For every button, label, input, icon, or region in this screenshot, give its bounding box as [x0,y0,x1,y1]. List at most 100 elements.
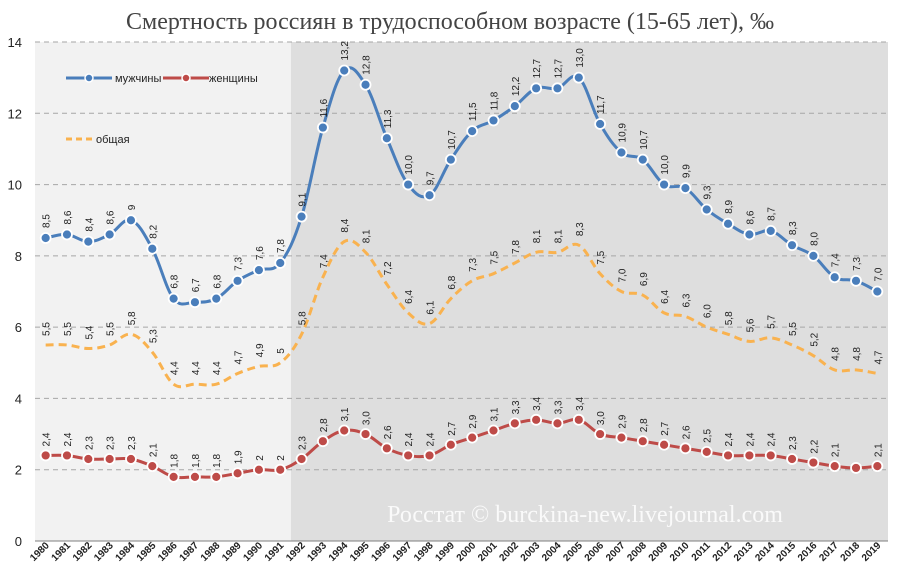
data-point-men [167,292,180,305]
series-line-total [45,238,878,389]
data-point-men [850,274,862,287]
data-point-men [39,232,52,244]
y-tick-label: 6 [15,320,22,335]
data-label-total: 7,8 [511,240,522,254]
data-point-women [444,438,457,451]
data-label-men: 11,7 [596,95,607,114]
data-label-men: 10,0 [660,155,671,175]
data-point-men [444,153,457,166]
data-point-women [146,460,159,473]
data-label-women: 3,1 [489,407,500,421]
data-label-men: 6,8 [170,274,181,288]
data-point-women [530,413,543,426]
data-point-men [764,225,777,237]
data-label-women: 2,7 [447,421,458,435]
data-point-women [61,449,73,462]
data-label-women: 2,4 [426,432,437,446]
data-label-total: 5,5 [106,322,117,336]
data-label-total: 5,4 [84,325,95,339]
data-point-men [487,114,500,127]
data-label-men: 8,4 [84,217,95,231]
data-point-men [530,82,543,95]
data-label-women: 3,1 [340,407,351,421]
data-point-women [423,449,436,462]
data-point-men [189,296,201,309]
data-label-total: 5,8 [127,311,138,325]
data-label-men: 9,3 [703,185,714,199]
data-point-women [466,431,479,444]
legend-marker-men [84,73,94,83]
data-label-total: 5,5 [788,322,799,336]
data-point-women [274,463,287,476]
data-label-women: 2,3 [127,436,138,450]
data-point-men [700,203,713,216]
plot-area-post-1992 [290,42,888,541]
data-label-total: 8,1 [532,229,543,243]
data-label-total: 8,1 [553,229,564,243]
data-label-women: 2,5 [703,429,714,443]
data-point-women [743,449,756,462]
legend-marker-women [181,73,191,83]
data-label-total: 7,0 [617,268,628,282]
legend-label-men: мужчины [115,73,161,85]
data-point-women [253,463,265,476]
data-label-total: 6,3 [681,293,692,307]
data-label-men: 7,4 [831,253,842,267]
data-label-women: 2,3 [788,436,799,450]
data-point-men [871,285,884,298]
data-point-women [380,442,393,455]
data-label-men: 8,3 [788,221,799,235]
data-point-women [231,467,244,480]
data-point-men [253,264,265,277]
y-tick-label: 2 [15,463,22,478]
data-point-men [103,228,116,241]
data-label-men: 10,7 [447,130,458,150]
data-label-men: 8,6 [745,210,756,224]
data-label-men: 8,6 [63,210,74,224]
data-label-women: 2,1 [873,443,884,457]
data-point-men [786,239,798,252]
data-label-women: 2,4 [724,432,735,446]
data-point-men [210,292,223,305]
data-point-women [700,445,713,458]
data-label-total: 5,5 [42,322,53,336]
data-point-women [594,428,607,440]
data-label-total: 7,2 [383,261,394,275]
data-point-women [39,449,52,462]
data-label-women: 2,7 [660,421,671,435]
data-point-men [743,228,756,241]
legend: мужчины женщины общая [66,73,258,146]
data-point-women [807,456,820,469]
legend-label-women: женщины [209,73,258,85]
watermark: Росстат © burckina-new.livejournal.com [387,502,783,528]
data-point-women [103,453,116,465]
data-label-men: 8,5 [42,214,53,228]
data-point-women [338,424,351,437]
data-label-men: 11,8 [489,91,500,110]
data-label-men: 9,1 [298,192,309,206]
data-point-men [572,71,585,84]
data-label-women: 2,8 [319,418,330,432]
data-label-men: 8,0 [809,232,820,246]
series-line-women [45,417,878,480]
data-point-men [679,182,692,195]
data-label-total: 7,5 [489,250,500,264]
data-point-men [807,249,820,262]
data-point-men [380,132,393,145]
data-point-women [210,470,223,483]
data-label-men: 9 [127,204,138,210]
data-label-men: 7,0 [873,267,884,281]
data-label-women: 1,8 [212,454,223,468]
data-label-total: 6,0 [703,304,714,318]
data-point-women [359,428,372,440]
data-point-women [786,453,798,465]
y-tick-label: 8 [15,249,22,264]
data-point-women [189,470,201,483]
data-point-women [508,417,521,430]
data-label-total: 6,1 [426,300,437,314]
data-label-women: 2,4 [63,432,74,446]
y-tick-label: 14 [8,35,22,50]
y-tick-label: 4 [15,391,22,406]
data-point-women [572,413,585,426]
data-label-women: 2,4 [404,432,415,446]
